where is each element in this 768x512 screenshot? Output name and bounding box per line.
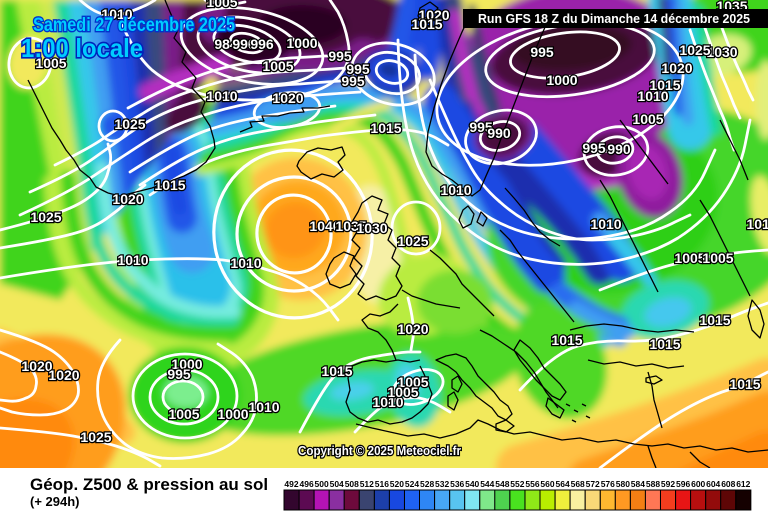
svg-text:1000: 1000: [217, 406, 248, 422]
svg-text:564: 564: [556, 479, 570, 489]
svg-text:1005: 1005: [168, 406, 199, 422]
svg-text:560: 560: [540, 479, 554, 489]
svg-text:572: 572: [586, 479, 600, 489]
svg-text:(+ 294h): (+ 294h): [30, 494, 80, 509]
svg-text:Run GFS 18 Z du Dimanche 14 dé: Run GFS 18 Z du Dimanche 14 décembre 202…: [478, 12, 750, 26]
svg-text:1000: 1000: [286, 35, 317, 51]
svg-text:1020: 1020: [418, 7, 449, 23]
svg-text:1020: 1020: [21, 358, 52, 374]
svg-text:1:00 locale: 1:00 locale: [21, 33, 143, 63]
svg-text:990: 990: [232, 36, 256, 52]
svg-text:1015: 1015: [154, 177, 185, 193]
svg-text:1005: 1005: [387, 384, 418, 400]
svg-text:1015: 1015: [649, 336, 680, 352]
svg-text:536: 536: [450, 479, 464, 489]
svg-text:990: 990: [607, 141, 631, 157]
svg-text:508: 508: [345, 479, 359, 489]
svg-text:1005: 1005: [35, 55, 66, 71]
svg-text:504: 504: [330, 479, 344, 489]
svg-text:1040: 1040: [309, 218, 340, 234]
svg-text:1005: 1005: [702, 250, 733, 266]
svg-text:1020: 1020: [397, 321, 428, 337]
svg-text:1010: 1010: [746, 216, 768, 232]
svg-text:995: 995: [341, 73, 365, 89]
svg-text:588: 588: [646, 479, 660, 489]
svg-text:1030: 1030: [356, 220, 387, 236]
svg-text:600: 600: [691, 479, 705, 489]
svg-text:1015: 1015: [551, 332, 582, 348]
svg-text:1020: 1020: [48, 367, 79, 383]
svg-text:548: 548: [495, 479, 509, 489]
svg-text:995: 995: [582, 140, 606, 156]
svg-text:1020: 1020: [661, 60, 692, 76]
svg-text:Géop. Z500 & pression au sol: Géop. Z500 & pression au sol: [30, 475, 268, 494]
svg-text:1010: 1010: [117, 252, 148, 268]
svg-text:524: 524: [405, 479, 419, 489]
svg-text:995: 995: [167, 366, 191, 382]
svg-text:995: 995: [328, 48, 352, 64]
svg-text:995: 995: [346, 61, 370, 77]
svg-text:580: 580: [616, 479, 630, 489]
svg-text:1010: 1010: [230, 255, 261, 271]
svg-text:1010: 1010: [590, 216, 621, 232]
svg-text:1020: 1020: [112, 191, 143, 207]
svg-text:1025: 1025: [80, 429, 111, 445]
svg-text:1035: 1035: [335, 218, 366, 234]
svg-text:500: 500: [315, 479, 329, 489]
svg-text:1010: 1010: [206, 88, 237, 104]
svg-text:596: 596: [676, 479, 690, 489]
svg-text:Samedi 27 décembre 2025: Samedi 27 décembre 2025: [33, 15, 235, 36]
svg-text:512: 512: [360, 479, 374, 489]
svg-text:516: 516: [375, 479, 389, 489]
svg-text:995: 995: [530, 44, 554, 60]
svg-text:1020: 1020: [272, 90, 303, 106]
svg-text:1025: 1025: [397, 233, 428, 249]
svg-text:1015: 1015: [699, 312, 730, 328]
svg-text:1005: 1005: [397, 374, 428, 390]
svg-text:1000: 1000: [546, 72, 577, 88]
svg-text:1005: 1005: [206, 0, 237, 10]
svg-text:584: 584: [631, 479, 645, 489]
svg-text:1005: 1005: [262, 58, 293, 74]
svg-text:1015: 1015: [321, 363, 352, 379]
svg-text:1015: 1015: [649, 77, 680, 93]
svg-text:1010: 1010: [440, 182, 471, 198]
svg-text:1025: 1025: [114, 116, 145, 132]
svg-text:1025: 1025: [679, 42, 710, 58]
svg-text:496: 496: [300, 479, 314, 489]
svg-text:608: 608: [721, 479, 735, 489]
svg-text:984: 984: [214, 36, 238, 52]
svg-text:1005: 1005: [632, 111, 663, 127]
svg-text:568: 568: [571, 479, 585, 489]
svg-text:552: 552: [510, 479, 524, 489]
svg-text:556: 556: [525, 479, 539, 489]
svg-text:1010: 1010: [101, 6, 132, 22]
svg-text:1010: 1010: [372, 394, 403, 410]
svg-text:1005: 1005: [674, 250, 705, 266]
svg-text:1010: 1010: [248, 399, 279, 415]
svg-text:544: 544: [480, 479, 494, 489]
svg-text:995: 995: [469, 119, 493, 135]
svg-text:492: 492: [284, 479, 298, 489]
svg-text:576: 576: [601, 479, 615, 489]
svg-text:532: 532: [435, 479, 449, 489]
svg-text:592: 592: [661, 479, 675, 489]
svg-text:1025: 1025: [30, 209, 61, 225]
svg-text:Copyright © 2025 Meteociel.fr: Copyright © 2025 Meteociel.fr: [298, 443, 461, 458]
svg-text:1030: 1030: [706, 44, 737, 60]
svg-text:528: 528: [420, 479, 434, 489]
svg-text:1010: 1010: [637, 88, 668, 104]
svg-text:612: 612: [736, 479, 750, 489]
svg-text:1015: 1015: [370, 120, 401, 136]
svg-text:540: 540: [465, 479, 479, 489]
svg-text:1000: 1000: [171, 356, 202, 372]
svg-text:520: 520: [390, 479, 404, 489]
svg-text:996: 996: [250, 36, 274, 52]
svg-text:604: 604: [706, 479, 720, 489]
svg-text:1015: 1015: [729, 376, 760, 392]
svg-text:1015: 1015: [411, 16, 442, 32]
svg-text:990: 990: [487, 125, 511, 141]
